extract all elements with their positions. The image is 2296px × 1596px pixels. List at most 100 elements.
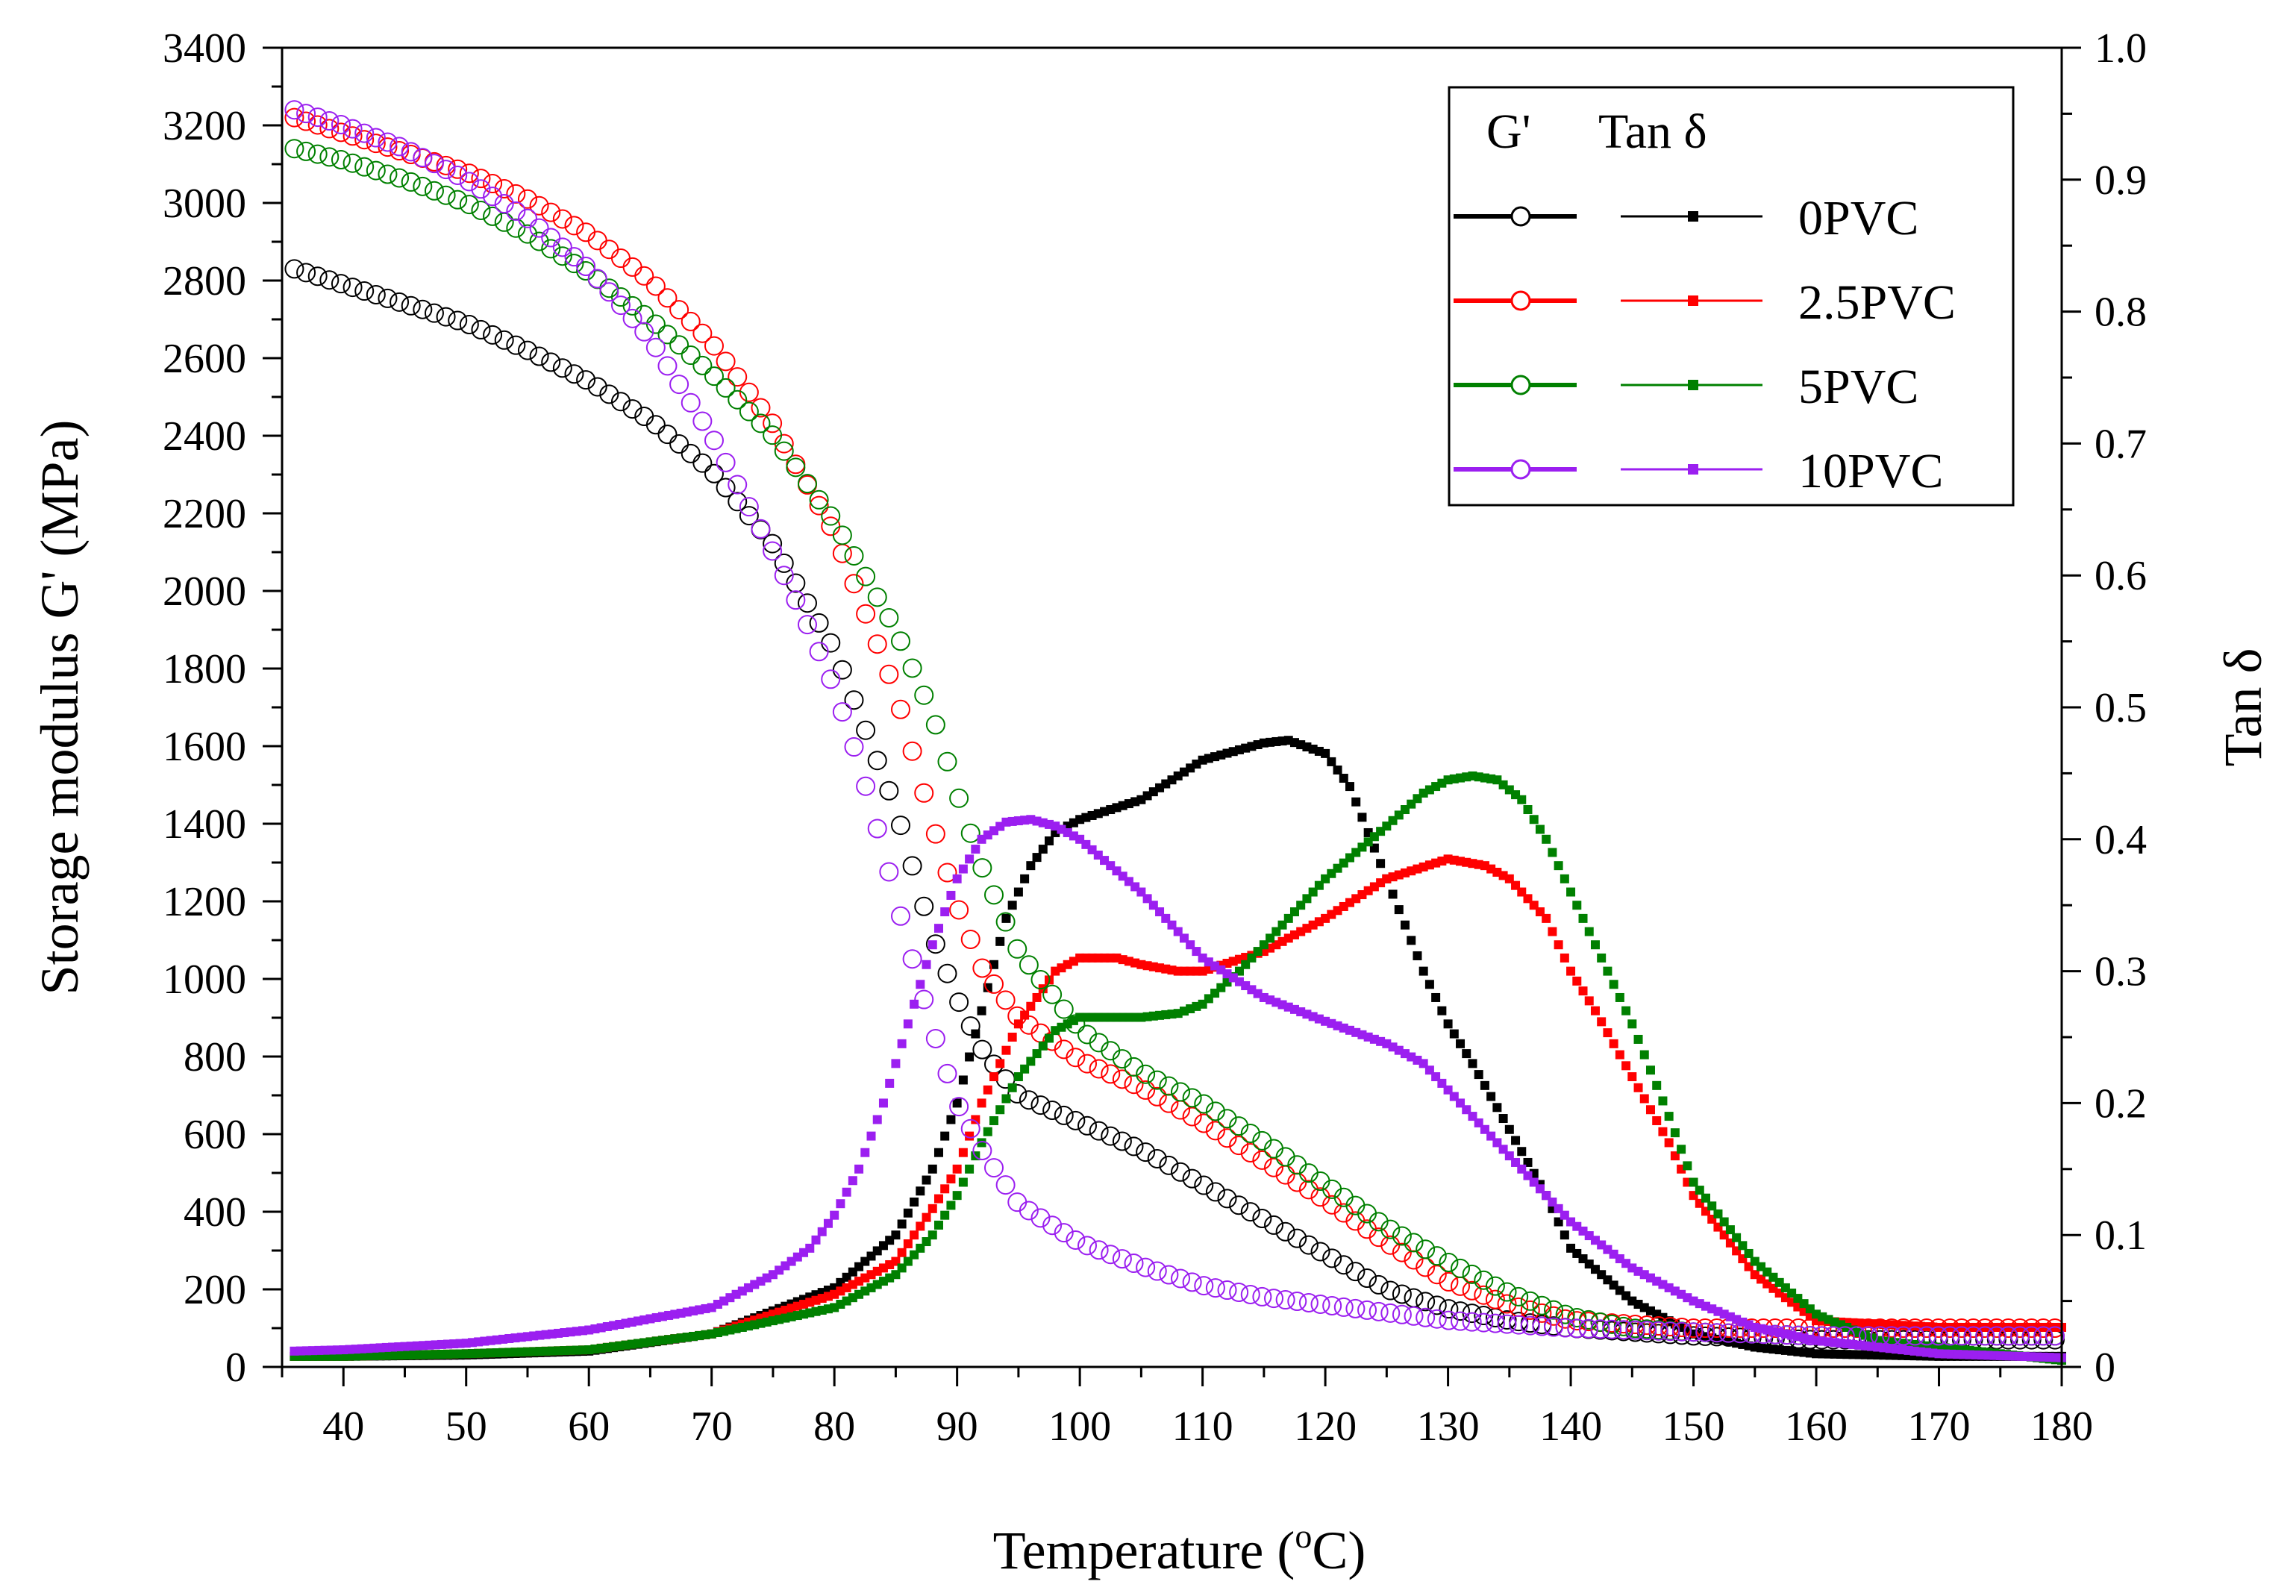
- data-point-filled-square: [1560, 953, 1569, 963]
- x-axis-title-superscript: o: [1295, 1517, 1312, 1555]
- data-point-filled-square: [1407, 936, 1416, 945]
- y-tick-label: 400: [184, 1189, 246, 1236]
- data-point-open-circle: [634, 322, 654, 342]
- data-point-open-circle: [763, 413, 783, 434]
- x-tick-label: 160: [1785, 1403, 1848, 1450]
- data-point-filled-square: [940, 907, 950, 917]
- data-point-open-circle: [1497, 1314, 1517, 1334]
- data-point-filled-square: [1007, 1083, 1017, 1092]
- data-point-open-circle: [832, 525, 852, 545]
- data-point-open-circle: [1357, 1300, 1377, 1320]
- data-point-open-circle: [1264, 1157, 1284, 1177]
- x-tick-label: 140: [1539, 1403, 1602, 1450]
- data-point-open-circle: [413, 176, 433, 196]
- data-point-filled-square: [946, 1201, 956, 1210]
- data-point-open-circle: [1532, 1316, 1552, 1336]
- data-point-open-circle: [1287, 1292, 1307, 1312]
- data-point-open-circle: [797, 615, 817, 635]
- data-point-open-circle: [1509, 1286, 1529, 1306]
- data-point-filled-square: [878, 1098, 888, 1108]
- data-point-filled-square: [1345, 782, 1354, 792]
- data-point-open-circle: [576, 257, 596, 277]
- data-point-open-circle: [1101, 1126, 1121, 1146]
- data-point-open-circle: [704, 336, 724, 356]
- data-point-open-circle: [669, 300, 689, 320]
- data-point-open-circle: [645, 276, 666, 296]
- data-point-filled-square: [958, 1148, 968, 1157]
- data-point-filled-square: [971, 1115, 980, 1124]
- data-point-open-circle: [692, 355, 713, 375]
- data-point-open-circle: [1613, 1320, 1633, 1340]
- data-point-open-circle: [413, 148, 433, 168]
- y2-tick-label: 0.5: [2095, 685, 2147, 731]
- data-point-filled-square: [1658, 1127, 1668, 1136]
- data-point-filled-square: [983, 1085, 992, 1095]
- data-point-open-circle: [972, 958, 992, 978]
- data-point-filled-square: [1504, 1124, 1514, 1134]
- data-point-filled-square: [1738, 1241, 1748, 1251]
- data-point-open-circle: [622, 399, 642, 419]
- data-point-open-circle: [704, 366, 724, 387]
- y2-axis-title-tan-delta: Tan δ: [2213, 648, 2273, 767]
- data-point-open-circle: [774, 553, 794, 573]
- data-point-filled-square: [1590, 1006, 1600, 1016]
- data-point-open-circle: [1695, 1318, 1715, 1338]
- data-point-filled-square: [903, 1208, 913, 1218]
- data-point-filled-square: [1621, 1061, 1631, 1071]
- data-point-open-circle: [483, 206, 503, 226]
- axes-layer: 40 50 60 70 80 90 100 110 120 130 140 150 160 170 1800…: [163, 25, 2147, 1450]
- data-point-filled-square: [891, 1230, 901, 1240]
- data-point-open-circle: [506, 218, 526, 238]
- data-point-open-circle: [331, 150, 351, 170]
- series-10pvc-gprime: [284, 100, 2065, 1346]
- data-point-open-circle: [342, 278, 363, 298]
- data-point-filled-square: [1529, 815, 1539, 824]
- data-point-open-circle: [390, 137, 410, 157]
- data-point-open-circle: [517, 224, 537, 244]
- data-point-open-circle: [1427, 1265, 1447, 1285]
- data-point-open-circle: [319, 270, 340, 290]
- data-point-open-circle: [972, 1141, 992, 1161]
- data-point-open-circle: [331, 122, 351, 143]
- data-point-open-circle: [1310, 1242, 1330, 1262]
- data-point-open-circle: [366, 160, 386, 181]
- data-point-filled-square: [1542, 913, 1551, 923]
- data-point-open-circle: [914, 783, 934, 803]
- data-point-open-circle: [1159, 1155, 1179, 1175]
- y-tick-label: 2600: [163, 336, 246, 382]
- data-point-open-circle: [1590, 1319, 1610, 1339]
- data-point-open-circle: [692, 411, 713, 431]
- data-point-filled-square: [1339, 774, 1348, 783]
- data-point-open-circle: [1101, 1245, 1121, 1265]
- data-point-open-circle: [1171, 1268, 1191, 1289]
- y-tick-label: 2800: [163, 258, 246, 304]
- data-point-filled-square: [375, 1343, 385, 1353]
- data-point-filled-square: [1474, 1070, 1483, 1080]
- data-point-filled-square: [940, 1131, 950, 1141]
- data-point-open-circle: [541, 202, 561, 222]
- data-point-open-circle: [1683, 1318, 1704, 1338]
- data-point-open-circle: [995, 990, 1016, 1010]
- data-point-open-circle: [1240, 1284, 1260, 1304]
- x-tick-label: 120: [1294, 1403, 1357, 1450]
- x-tick-label: 70: [691, 1403, 733, 1450]
- data-point-open-circle: [448, 310, 468, 331]
- data-point-filled-square: [1468, 1059, 1477, 1068]
- data-point-open-circle: [366, 284, 386, 304]
- data-point-open-circle: [494, 330, 514, 350]
- data-point-filled-square: [958, 1075, 968, 1085]
- data-point-open-circle: [1275, 1221, 1295, 1242]
- data-point-filled-square: [977, 1138, 986, 1148]
- data-point-open-circle: [728, 475, 748, 495]
- data-point-open-circle: [1625, 1315, 1645, 1335]
- data-point-filled-square: [1480, 1080, 1489, 1090]
- data-point-open-circle: [832, 702, 852, 722]
- data-point-filled-square: [1517, 1147, 1527, 1157]
- data-point-open-circle: [1439, 1253, 1459, 1273]
- data-point-open-circle: [307, 266, 328, 287]
- data-point-open-circle: [1707, 1323, 1727, 1343]
- data-point-open-circle: [1124, 1136, 1144, 1157]
- data-point-filled-square: [1664, 1138, 1674, 1148]
- data-point-open-circle: [1544, 1300, 1564, 1320]
